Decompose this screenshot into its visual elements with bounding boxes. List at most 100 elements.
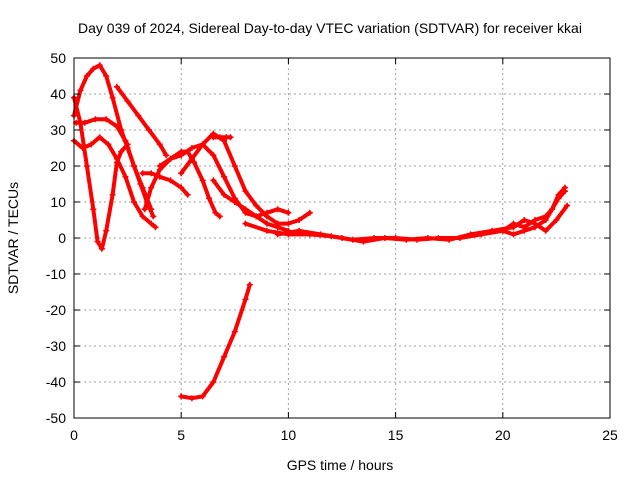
series-arc-shelf <box>210 134 234 141</box>
data-point <box>139 170 146 177</box>
y-tick-label: -30 <box>46 338 66 354</box>
series-arc-mid <box>139 170 191 198</box>
data-point <box>131 199 138 205</box>
data-point <box>178 152 185 159</box>
data-point <box>285 220 292 227</box>
data-point <box>103 73 110 79</box>
series-line <box>179 282 252 401</box>
data-point <box>81 119 88 126</box>
data-point <box>212 209 219 216</box>
y-tick-label: 30 <box>50 122 66 138</box>
x-tick-label: 25 <box>602 427 618 443</box>
data-point <box>381 235 388 241</box>
data-point <box>424 235 431 241</box>
x-tick-label: 10 <box>281 427 297 443</box>
data-point <box>113 83 120 90</box>
data-point <box>555 191 562 198</box>
data-point <box>148 170 155 177</box>
data-point <box>531 217 538 223</box>
data-point <box>263 213 270 220</box>
series-arc-hump3 <box>178 130 313 227</box>
data-point <box>274 224 281 231</box>
data-point <box>263 220 270 227</box>
data-point <box>163 152 170 159</box>
data-point <box>79 145 86 151</box>
data-point <box>242 206 249 213</box>
data-series <box>71 62 571 402</box>
x-axis-label: GPS time / hours <box>287 457 394 473</box>
data-point <box>156 141 163 148</box>
data-point <box>103 116 110 123</box>
data-point <box>253 213 260 220</box>
data-point <box>122 173 129 180</box>
data-point <box>242 220 249 227</box>
chart-title: Day 039 of 2024, Sidereal Day-to-day VTE… <box>78 20 582 36</box>
data-point <box>199 177 206 184</box>
data-point <box>296 227 303 234</box>
data-point <box>103 227 110 234</box>
data-point <box>403 236 410 243</box>
series-arc-low <box>71 134 159 231</box>
y-axis-label: SDTVAR / TECUs <box>5 182 21 294</box>
data-point <box>178 184 185 191</box>
data-point <box>216 213 223 220</box>
y-tick-label: -40 <box>46 374 66 390</box>
y-tick-label: 0 <box>58 230 66 246</box>
y-tick-label: 20 <box>50 158 66 174</box>
data-point <box>510 231 517 238</box>
data-point <box>96 62 103 69</box>
data-point <box>148 206 155 213</box>
x-tick-label: 20 <box>495 427 511 443</box>
series-arc-end <box>499 184 568 234</box>
data-point <box>152 224 159 231</box>
data-point <box>92 116 99 123</box>
x-axis-ticks: 0 5 10 15 20 25 <box>70 58 618 443</box>
data-point <box>77 87 84 94</box>
data-point <box>83 73 90 79</box>
series-arc-baseline <box>242 188 568 243</box>
data-point <box>360 238 367 245</box>
data-point <box>339 235 345 241</box>
data-point <box>206 195 213 202</box>
data-point <box>221 173 228 180</box>
data-point <box>105 141 112 148</box>
data-point <box>188 145 195 151</box>
series-arc-steep <box>113 83 170 159</box>
data-point <box>263 227 270 234</box>
data-point <box>150 213 157 220</box>
data-point <box>167 177 174 184</box>
data-point <box>139 213 146 220</box>
y-tick-label: -20 <box>46 302 66 318</box>
data-point <box>188 155 195 162</box>
data-point <box>94 238 101 245</box>
data-point <box>210 134 217 141</box>
series-line <box>142 149 222 219</box>
data-point <box>242 296 249 303</box>
data-point <box>210 177 217 184</box>
series-arc-hump2 <box>156 141 292 220</box>
data-point <box>317 231 324 238</box>
data-point <box>88 141 95 148</box>
data-point <box>113 155 120 162</box>
data-point <box>521 217 528 223</box>
data-point <box>98 245 105 252</box>
data-point <box>553 217 560 223</box>
data-point <box>96 134 103 141</box>
data-point <box>253 202 260 209</box>
data-point <box>296 217 303 223</box>
y-tick-label: 40 <box>50 86 66 102</box>
data-point <box>109 191 116 198</box>
data-point <box>242 188 249 195</box>
data-point <box>131 163 138 169</box>
data-point <box>90 206 97 213</box>
data-point <box>510 220 517 227</box>
data-point <box>135 112 142 119</box>
y-tick-label: 10 <box>50 194 66 210</box>
y-tick-label: 50 <box>50 50 66 66</box>
data-point <box>489 227 496 234</box>
data-point <box>246 281 253 288</box>
data-point <box>199 393 206 400</box>
data-point <box>178 170 185 177</box>
series-arc-negative <box>178 281 253 402</box>
